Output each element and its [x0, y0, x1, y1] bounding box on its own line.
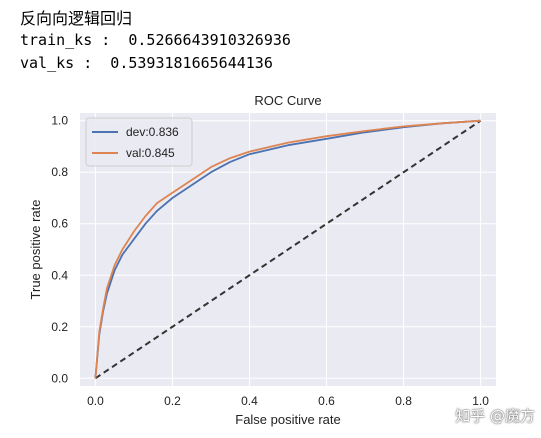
- val-ks-line: val_ks : 0.5393181665644136: [20, 54, 273, 72]
- y-tick-label: 0.2: [51, 320, 68, 334]
- train-ks-line: train_ks : 0.5266643910326936: [20, 31, 291, 49]
- y-tick-label: 0.8: [51, 165, 68, 179]
- x-tick-label: 1.0: [472, 394, 489, 408]
- legend: dev:0.836 val:0.845: [85, 117, 193, 167]
- roc-line-dev: [94, 119, 481, 379]
- x-axis-label: False positive rate: [235, 412, 341, 427]
- y-tick-label: 0.4: [51, 268, 68, 282]
- x-tick-label: 0.8: [395, 394, 412, 408]
- y-tick-label: 1.0: [51, 114, 68, 128]
- watermark: 知乎 @魔方: [455, 407, 535, 425]
- x-tick-label: 0.0: [87, 394, 104, 408]
- x-tick-label: 0.6: [318, 394, 335, 408]
- legend-label: val:0.845: [126, 146, 175, 160]
- y-tick-label: 0.6: [51, 217, 68, 231]
- x-tick-label: 0.2: [164, 394, 181, 408]
- y-axis-label: True positive rate: [28, 200, 43, 300]
- chart-title: ROC Curve: [254, 93, 321, 108]
- x-tick-label: 0.4: [241, 394, 258, 408]
- reference-diagonal-line: [94, 119, 482, 380]
- legend-label: dev:0.836: [126, 125, 179, 139]
- output-heading: 反向向逻辑回归: [20, 9, 133, 28]
- roc-line-val: [94, 119, 481, 379]
- y-tick-label: 0.0: [51, 371, 68, 385]
